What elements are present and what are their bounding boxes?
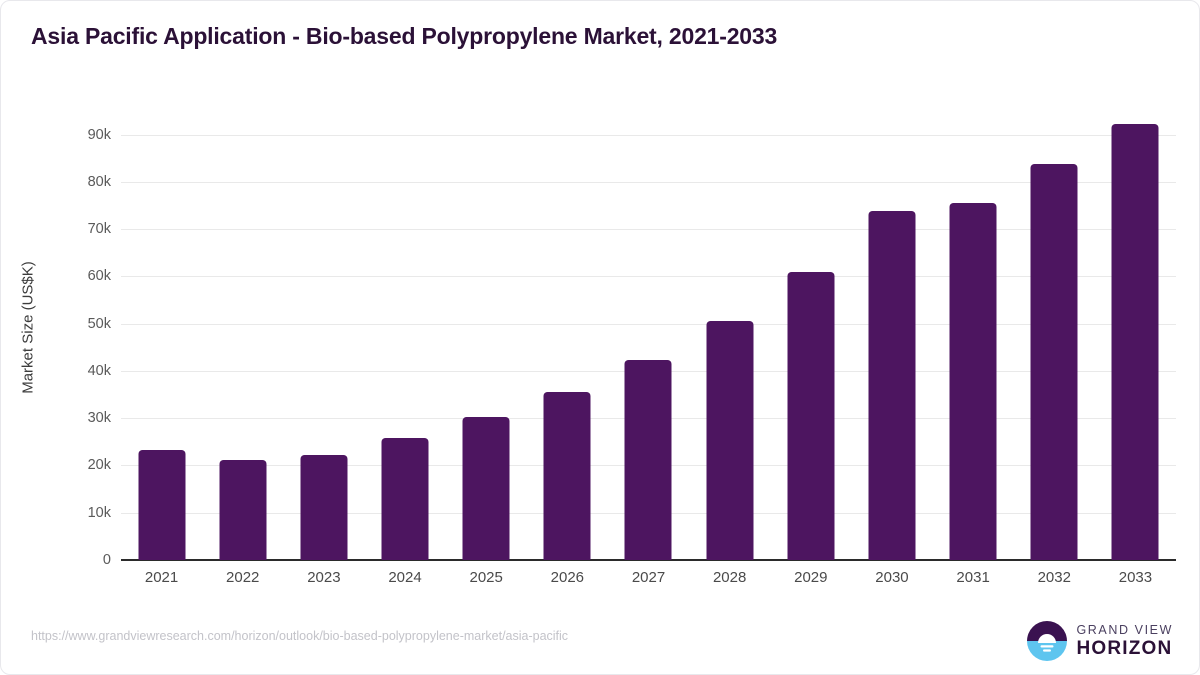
y-tick-label: 50k [87,315,111,332]
bar-2024[interactable] [381,438,429,560]
x-tick-label: 2024 [388,569,422,586]
logo-bottom-text: HORIZON [1076,638,1173,660]
bar-2023[interactable] [300,454,348,560]
bar-2033[interactable] [1111,123,1159,560]
x-axis-line [121,559,1176,561]
bar-slot [121,111,202,560]
bar-2026[interactable] [543,392,591,560]
bar-series [121,111,1176,560]
bar-slot [689,111,770,560]
gridline [121,323,1176,325]
y-tick-label: 40k [87,362,111,379]
bar-slot [770,111,851,560]
y-tick-label: 0 [102,552,111,568]
gridline [121,181,1176,183]
y-tick-label: 70k [87,221,111,238]
bar-2028[interactable] [706,320,754,560]
x-tick-label: 2032 [1037,569,1071,586]
y-tick-label: 20k [87,457,111,474]
bar-2032[interactable] [1030,163,1078,560]
y-tick-label: 10k [87,504,111,521]
bar-2030[interactable] [868,211,916,560]
y-axis-tick-labels: 0 10k 20k 30k 40k 50k 60k 70k 80k 90k [53,111,111,568]
chart-title: Asia Pacific Application - Bio-based Pol… [31,23,778,49]
x-tick-label: 2026 [550,569,585,586]
x-axis-tick-labels: 2021 2022 2023 2024 2025 2026 2027 2028 2029 2030… [121,569,1176,597]
bar-slot [933,111,1014,560]
gridline [121,276,1176,278]
y-tick-label: 80k [87,173,111,190]
y-tick-label: 90k [87,126,111,143]
y-axis-title: Market Size (US$K) [19,261,37,394]
bar-2027[interactable] [624,360,672,560]
x-tick-label: 2033 [1118,569,1153,586]
x-tick-label: 2023 [307,569,341,586]
bar-slot [364,111,445,560]
bar-slot [851,111,932,560]
y-tick-label: 30k [87,410,111,427]
x-tick-label: 2021 [144,569,179,586]
x-tick-label: 2022 [226,569,260,586]
horizon-sun-circle-icon [1027,621,1068,661]
bar-2021[interactable] [138,450,186,560]
bar-2029[interactable] [787,271,835,560]
bar-slot [202,111,283,560]
x-tick-label: 2028 [712,569,747,586]
source-url[interactable]: https://www.grandviewresearch.com/horizo… [31,629,569,643]
bar-2022[interactable] [219,459,267,560]
logo-top-text: GRAND VIEW [1076,622,1173,637]
gridline [121,134,1176,136]
bar-slot [283,111,364,560]
gridline [121,229,1176,231]
y-tick-label: 60k [87,268,111,285]
bar-slot [527,111,608,560]
x-tick-label: 2029 [794,569,828,586]
bar-slot [1014,111,1095,560]
bar-2025[interactable] [462,417,510,560]
bar-2031[interactable] [949,202,997,560]
bar-slot [608,111,689,560]
x-tick-label: 2027 [631,569,666,586]
x-tick-label: 2031 [956,569,990,586]
bar-slot [446,111,527,560]
logo-wordmark: GRAND VIEW HORIZON [1076,624,1173,659]
x-tick-label: 2025 [469,569,503,586]
grand-view-horizon-logo[interactable]: GRAND VIEW HORIZON [1027,621,1173,661]
bar-slot [1095,111,1176,560]
x-tick-label: 2030 [875,569,909,586]
